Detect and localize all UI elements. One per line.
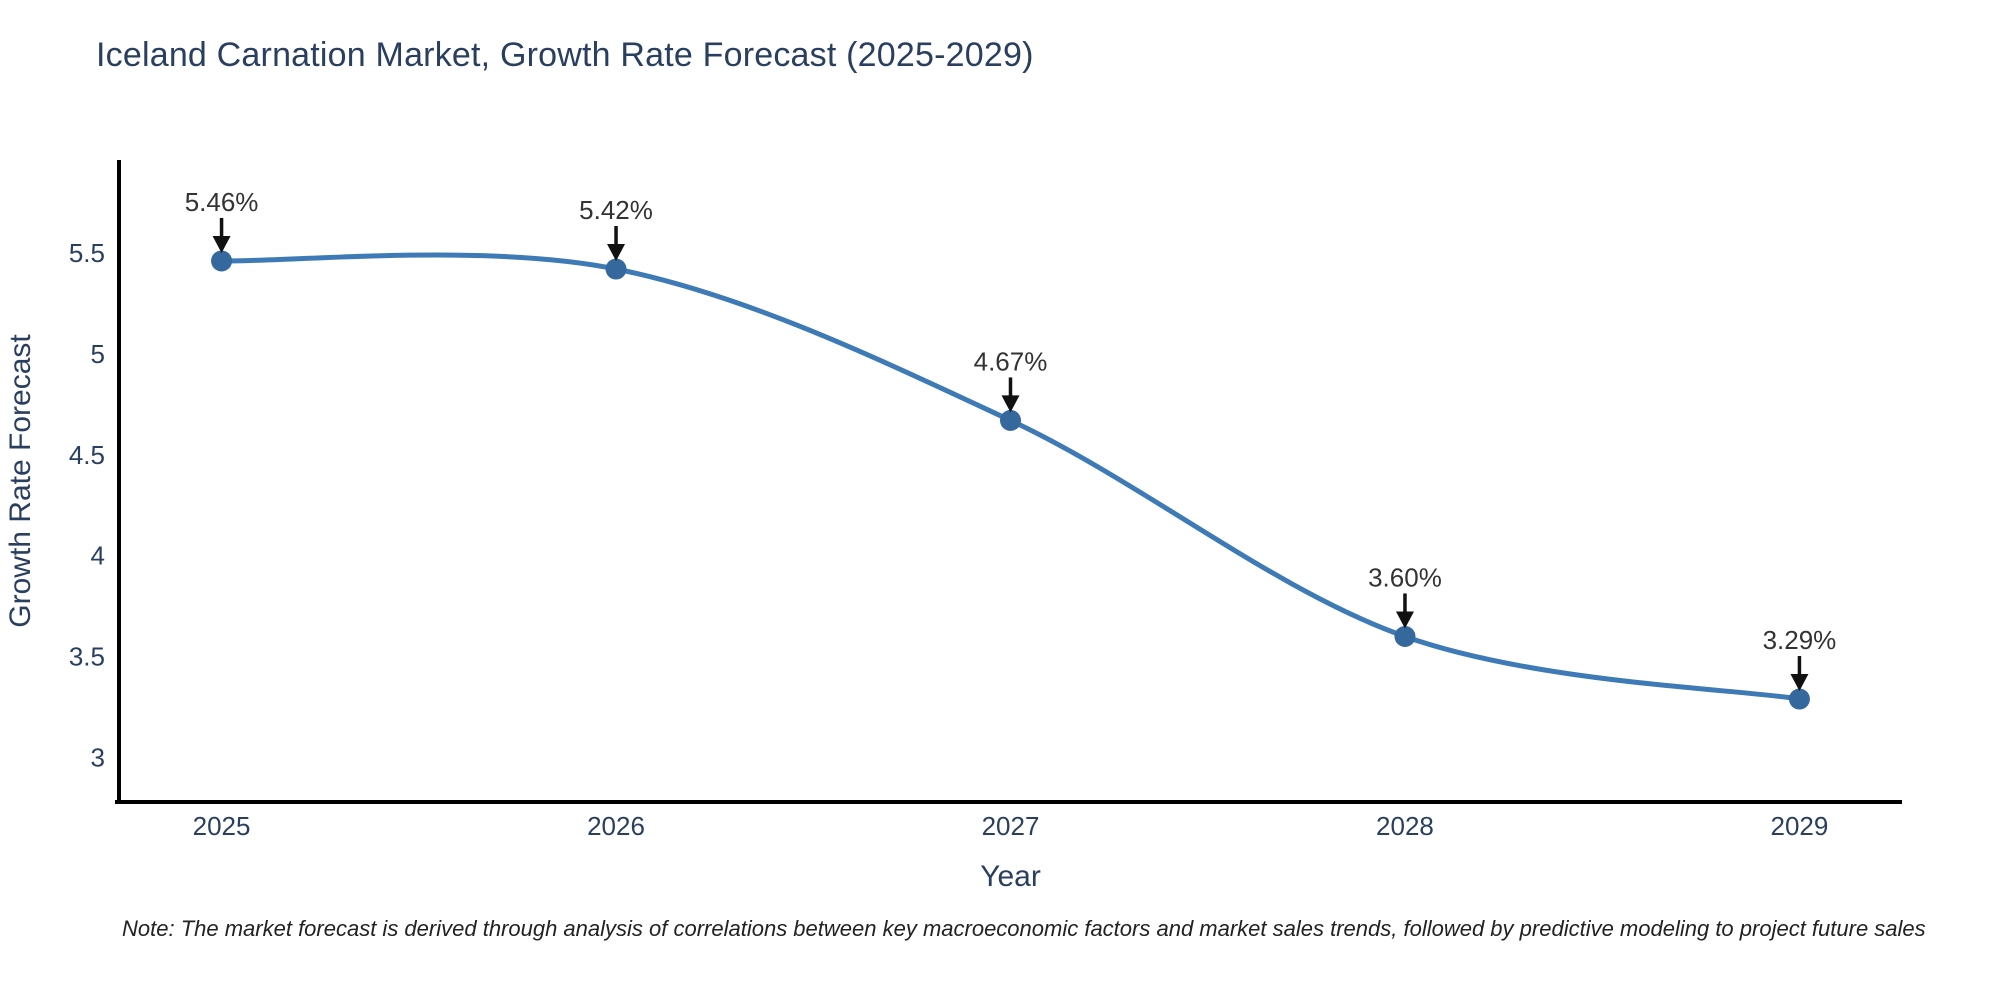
page-title: Iceland Carnation Market, Growth Rate Fo… xyxy=(96,36,1034,74)
x-tick-label: 2025 xyxy=(193,811,251,841)
annotation-label: 3.60% xyxy=(1368,562,1442,592)
x-axis-title: Year xyxy=(980,860,1041,893)
y-tick-label: 4.5 xyxy=(69,440,105,470)
annotation-arrowhead-icon xyxy=(1001,395,1020,413)
x-tick-label: 2027 xyxy=(982,811,1040,841)
x-tick-label: 2026 xyxy=(587,811,645,841)
y-tick-label: 5.5 xyxy=(69,238,105,268)
annotation-arrowhead-icon xyxy=(1790,674,1809,692)
data-point-marker xyxy=(605,258,627,280)
annotation-label: 3.29% xyxy=(1763,625,1837,655)
data-point-marker xyxy=(1788,688,1810,710)
annotation-arrowhead-icon xyxy=(1395,611,1414,629)
annotation-label: 5.42% xyxy=(579,195,653,225)
trend-line xyxy=(219,252,1802,702)
x-tick-label: 2029 xyxy=(1771,811,1829,841)
y-tick-label: 4 xyxy=(91,541,105,571)
footnote-text: Note: The market forecast is derived thr… xyxy=(122,916,1926,941)
y-tick-label: 3.5 xyxy=(69,642,105,672)
annotation-arrowhead-icon xyxy=(607,244,626,262)
data-point-marker xyxy=(1394,625,1416,647)
y-tick-label: 3 xyxy=(91,743,105,773)
annotation-label: 5.46% xyxy=(185,187,259,217)
data-point-marker xyxy=(211,250,233,272)
data-point-marker xyxy=(1000,409,1021,431)
y-tick-label: 5 xyxy=(91,339,105,369)
y-axis-title: Growth Rate Forecast xyxy=(4,334,37,628)
x-tick-label: 2028 xyxy=(1376,811,1434,841)
annotation-label: 4.67% xyxy=(974,346,1048,376)
annotation-arrowhead-icon xyxy=(212,235,231,253)
